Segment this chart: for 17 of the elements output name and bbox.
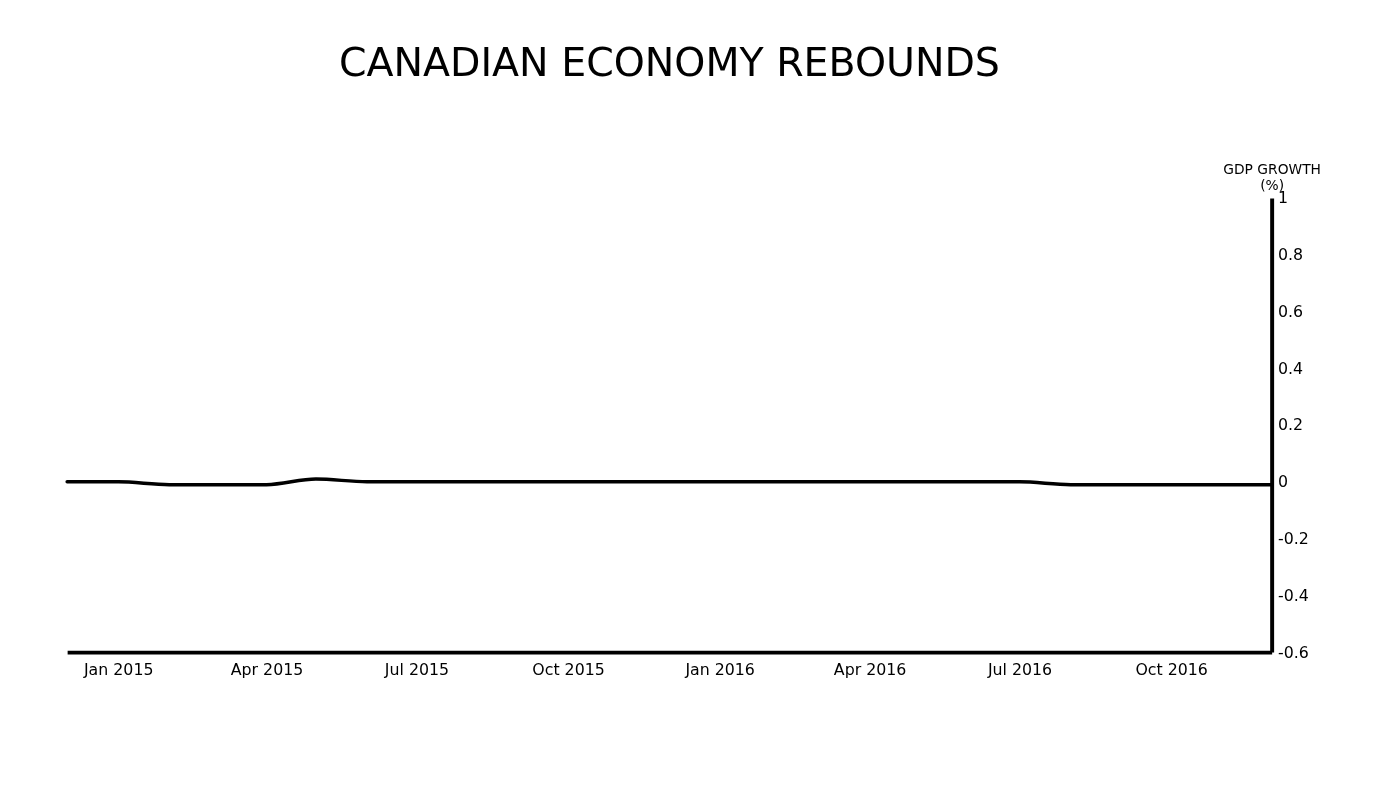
x-tick-label: Apr 2015 xyxy=(230,660,304,680)
x-tick-label: Apr 2016 xyxy=(833,660,907,680)
y-tick-label: -0.2 xyxy=(1278,529,1309,549)
y-tick-label: 0 xyxy=(1278,472,1289,492)
x-tick-label: Oct 2016 xyxy=(1135,660,1208,680)
y-tick-label: -0.4 xyxy=(1278,585,1309,605)
x-tick-label: Oct 2015 xyxy=(532,660,605,680)
y-tick-label: 0.8 xyxy=(1278,245,1304,265)
x-tick-label: Jul 2016 xyxy=(986,660,1053,680)
x-tick-label: Jan 2016 xyxy=(684,660,755,680)
y-tick-label: 0.2 xyxy=(1278,415,1304,435)
y-tick-label: 0.4 xyxy=(1278,358,1304,378)
x-tick-label: Jan 2015 xyxy=(82,660,154,680)
y-tick-label: 0.6 xyxy=(1278,301,1304,321)
chart-title: CANADIAN ECONOMY REBOUNDS xyxy=(338,38,1000,85)
x-tick-label: Jul 2015 xyxy=(383,660,450,680)
y-tick-label: -0.6 xyxy=(1278,642,1309,662)
